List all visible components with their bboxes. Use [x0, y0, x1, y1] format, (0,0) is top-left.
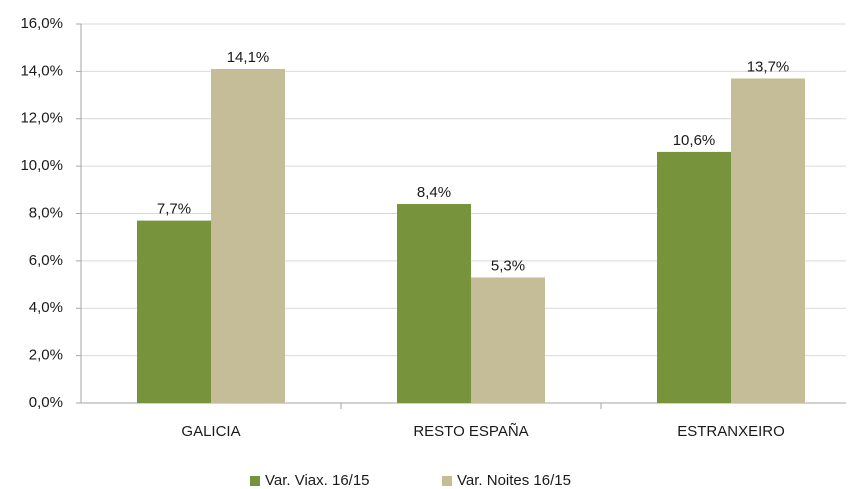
x-tick-label: ESTRANXEIRO: [677, 423, 785, 440]
y-tick-label: 14,0%: [20, 62, 63, 79]
y-tick-label: 0,0%: [29, 394, 63, 411]
bar: [137, 220, 211, 403]
bar: [397, 204, 471, 403]
legend-swatch: [442, 476, 452, 486]
y-tick-label: 16,0%: [20, 15, 63, 32]
bar: [211, 69, 285, 403]
legend-label: Var. Viax. 16/15: [265, 472, 370, 489]
y-tick-label: 4,0%: [29, 299, 63, 316]
legend-label: Var. Noites 16/15: [457, 472, 571, 489]
data-label: 14,1%: [227, 49, 270, 66]
legend-swatch: [250, 476, 260, 486]
x-tick-label: GALICIA: [181, 423, 240, 440]
bar: [731, 78, 805, 403]
data-label: 13,7%: [747, 58, 790, 75]
bar: [657, 151, 731, 403]
y-tick-label: 2,0%: [29, 347, 63, 364]
data-label: 7,7%: [157, 201, 191, 218]
y-tick-label: 12,0%: [20, 110, 63, 127]
y-tick-label: 8,0%: [29, 204, 63, 221]
y-tick-label: 10,0%: [20, 157, 63, 174]
y-tick-label: 6,0%: [29, 252, 63, 269]
bar: [471, 277, 545, 403]
data-label: 5,3%: [491, 257, 525, 274]
x-tick-label: RESTO ESPAÑA: [413, 423, 528, 440]
data-label: 10,6%: [673, 132, 716, 149]
data-label: 8,4%: [417, 184, 451, 201]
